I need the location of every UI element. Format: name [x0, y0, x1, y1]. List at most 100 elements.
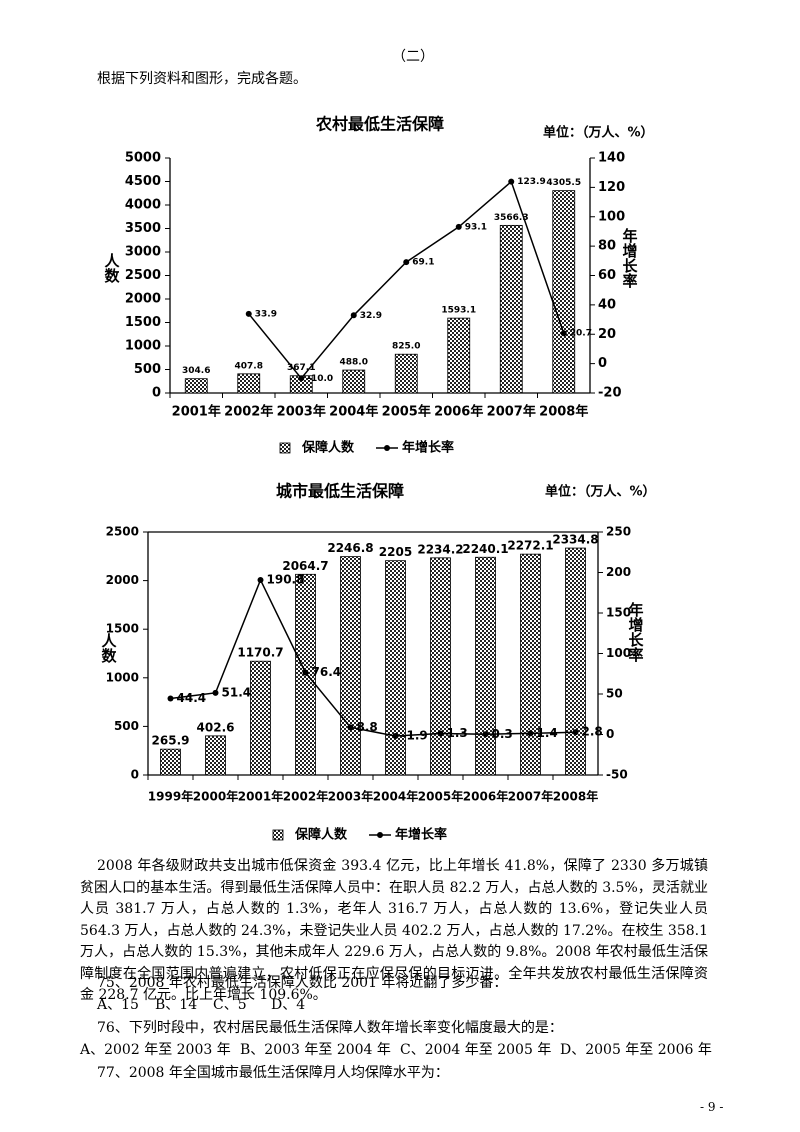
y2-tick-label: 80 [598, 239, 616, 254]
bar [237, 373, 261, 394]
option: C、2004 年至 2005 年 [400, 1042, 552, 1058]
data-label: 20.7 [570, 329, 592, 339]
unit-label: 单位：（万人、%） [545, 484, 656, 500]
x-tick-label: 2008年 [539, 404, 588, 420]
data-label: 2234.2 [417, 542, 463, 556]
y2-tick-label: 0 [606, 727, 614, 741]
y2-axis-label: 年增长率 [621, 227, 639, 289]
x-tick-label: 2007年 [487, 404, 536, 420]
data-label: 265.9 [152, 734, 190, 748]
passage: 2008 年各级财政共支出城市低保资金 393.4 亿元，比上年增长 41.8%… [80, 858, 708, 1003]
data-label: 33.9 [255, 309, 277, 319]
y2-tick-label: 40 [598, 297, 616, 312]
y2-tick-label: 140 [598, 151, 625, 166]
bar [430, 557, 451, 776]
data-label: 76.4 [312, 665, 342, 679]
bar [184, 378, 208, 394]
point [482, 731, 489, 738]
legend-swatch [272, 829, 284, 841]
data-label: 123.9 [517, 177, 545, 187]
section-header: （二） [392, 49, 434, 65]
data-label: 1.4 [537, 726, 558, 740]
y-tick-label: 2000 [125, 292, 161, 307]
data-label: 93.1 [465, 222, 487, 232]
bar [250, 660, 271, 776]
data-label: 367.1 [287, 363, 315, 373]
question: 76、下列时段中，农村居民最低生活保障人数年增长率变化幅度最大的是： [97, 1020, 563, 1036]
question: 77、2008 年全国城市最低生活保障月人均保障水平为： [97, 1065, 449, 1081]
x-tick-label: 1999年 [148, 789, 193, 804]
y2-tick-label: 120 [598, 180, 625, 195]
y-tick-label: 1500 [125, 315, 161, 330]
bar [520, 553, 541, 776]
x-tick-label: 2007年 [508, 789, 553, 804]
x-tick-label: 2001年 [172, 404, 221, 420]
y2-tick-label: 100 [606, 646, 631, 660]
y-tick-label: 500 [114, 719, 139, 733]
y2-tick-label: 200 [606, 565, 631, 579]
y-tick-label: 2000 [106, 573, 139, 587]
x-tick-label: 2004年 [373, 789, 418, 804]
y-tick-label: 1000 [125, 339, 161, 354]
point [212, 689, 219, 696]
data-label: 3566.3 [494, 213, 529, 223]
point [298, 375, 305, 382]
y-tick-label: 1000 [106, 670, 139, 684]
x-tick-label: 2003年 [328, 789, 373, 804]
x-tick-label: 2004年 [329, 404, 378, 420]
data-label: 8.8 [357, 720, 378, 734]
x-tick-label: 2006年 [463, 789, 508, 804]
data-label: 32.9 [360, 311, 382, 321]
x-tick-label: 2003年 [277, 404, 326, 420]
y-tick-label: 500 [134, 362, 161, 377]
data-label: 2064.7 [282, 559, 328, 573]
bar [552, 190, 576, 394]
y-tick-label: 3500 [125, 221, 161, 236]
bar [565, 547, 586, 776]
y-axis-label: 人数 [103, 253, 121, 284]
x-tick-label: 2006年 [434, 404, 483, 420]
point [455, 223, 462, 230]
option: D、4 [271, 997, 306, 1013]
point [257, 576, 264, 583]
data-label: 2272.1 [507, 539, 553, 553]
y2-tick-label: 50 [606, 687, 623, 701]
bar [385, 560, 406, 776]
data-label: 2.8 [582, 725, 603, 739]
y-tick-label: 2500 [106, 525, 139, 539]
data-label: 0.3 [492, 727, 513, 741]
y-tick-label: 3000 [125, 245, 161, 260]
y-tick-label: 0 [152, 386, 161, 401]
data-label: 44.4 [177, 691, 207, 705]
data-label: 4305.5 [546, 178, 581, 188]
bar [447, 317, 471, 394]
legend-label: 年增长率 [402, 440, 454, 456]
y-tick-label: 4500 [125, 174, 161, 189]
data-label: 402.6 [197, 720, 235, 734]
point [527, 730, 534, 737]
bar [499, 224, 523, 394]
point [245, 310, 252, 317]
point [350, 312, 357, 319]
options: A、15 B、14 C、5 D、4 [97, 995, 329, 1017]
option: A、15 [97, 997, 139, 1013]
point [403, 259, 410, 266]
point [347, 724, 354, 731]
x-tick-label: 2002年 [283, 789, 328, 804]
point [392, 733, 399, 740]
option: B、2003 年至 2004 年 [240, 1042, 391, 1058]
y2-tick-label: -20 [598, 386, 622, 401]
x-tick-label: 2001年 [238, 789, 283, 804]
bar [342, 369, 366, 394]
data-label: 304.6 [182, 366, 210, 376]
bar [340, 556, 361, 776]
bar [160, 748, 181, 776]
data-label: 69.1 [412, 258, 434, 268]
options: A、2002 年至 2003 年 B、2003 年至 2004 年 C、2004 年… [80, 1040, 720, 1062]
y-tick-label: 4000 [125, 198, 161, 213]
point [167, 695, 174, 702]
data-label: 2240.1 [462, 542, 508, 556]
x-tick-label: 2008年 [553, 789, 598, 804]
point [437, 730, 444, 737]
